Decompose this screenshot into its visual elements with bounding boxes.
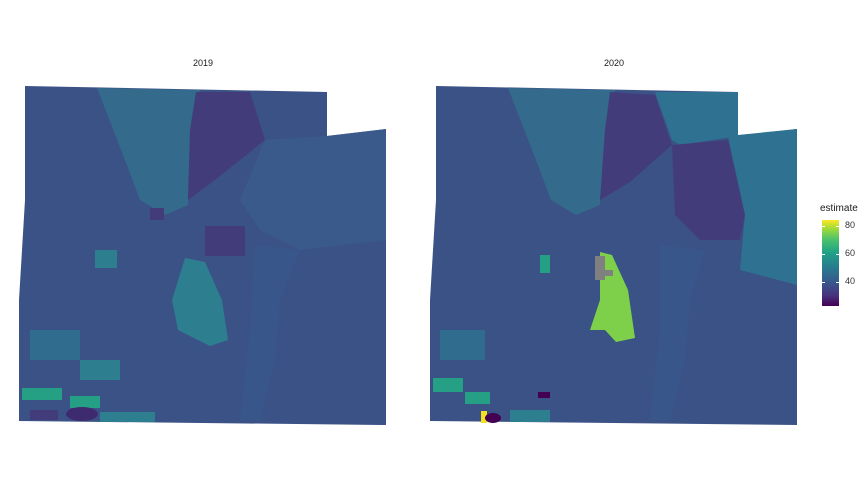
tract (30, 410, 58, 420)
map-panel-2020 (430, 86, 797, 425)
tract (510, 410, 550, 422)
legend-tickmark (822, 282, 825, 283)
region-east-strip (650, 245, 705, 420)
tract (540, 255, 550, 273)
region-dark-purple (600, 92, 672, 200)
legend-tick-60: 60 (845, 248, 856, 258)
tract (205, 226, 245, 256)
facet-title-2019: 2019 (192, 58, 214, 68)
region-north-teal (508, 88, 615, 215)
legend-tickmark (822, 254, 825, 255)
tract-max (481, 411, 487, 423)
facet-title-2020: 2020 (603, 58, 625, 68)
tract (150, 208, 164, 220)
legend-tick-40: 40 (845, 276, 856, 286)
tract (100, 412, 155, 422)
legend-title: estimate (820, 203, 858, 214)
tract (22, 388, 62, 400)
region-missing (603, 270, 613, 276)
region-east-purple (672, 140, 745, 240)
tract (95, 250, 117, 268)
tract (433, 378, 463, 392)
tract-min (485, 413, 501, 423)
tract (70, 396, 100, 408)
region-east (240, 129, 386, 250)
legend-tickmark (822, 226, 825, 227)
tract (465, 392, 490, 404)
tract (80, 360, 120, 380)
legend-colorbar (822, 220, 839, 306)
tract (538, 392, 550, 398)
region-northeast-teal (655, 92, 738, 145)
tract (30, 330, 80, 360)
tract (440, 330, 485, 360)
tract (66, 407, 98, 421)
legend-tickmark (836, 254, 839, 255)
region-east-teal (728, 129, 797, 285)
legend-tick-80: 80 (845, 220, 856, 230)
legend-tickmark (836, 226, 839, 227)
legend-tickmark (836, 282, 839, 283)
region-north-teal (97, 88, 200, 215)
region-east-strip (240, 245, 300, 420)
region-dark-purple (188, 92, 265, 200)
map-panel-2019 (19, 86, 386, 425)
legend: estimate 80 60 40 (820, 203, 858, 306)
region-central-teal (172, 258, 228, 346)
region-missing (595, 256, 605, 280)
